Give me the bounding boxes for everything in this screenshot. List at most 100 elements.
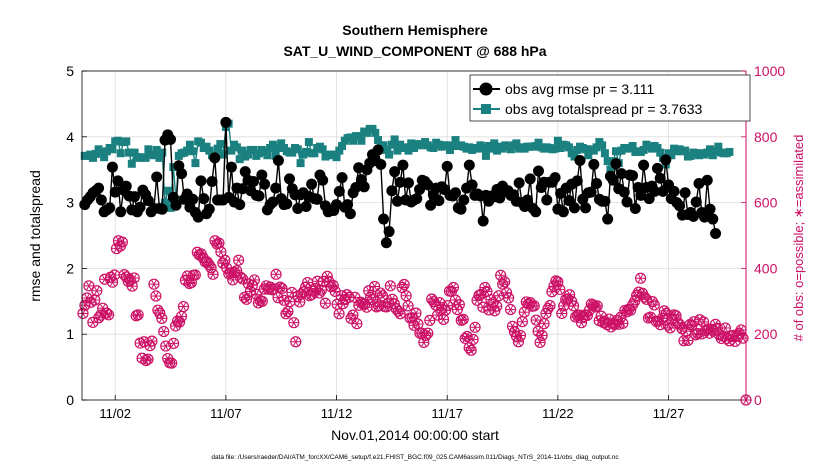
chart-subtitle: SAT_U_WIND_COMPONENT @ 688 hPa bbox=[283, 43, 546, 59]
rmse-marker bbox=[203, 203, 215, 215]
rmse-marker bbox=[602, 213, 614, 225]
obs-assimilated-marker bbox=[578, 318, 585, 327]
obs-possible-marker bbox=[256, 295, 268, 307]
obs-assimilated-marker bbox=[273, 270, 279, 279]
spread-marker bbox=[288, 148, 297, 157]
spread-marker bbox=[600, 149, 609, 158]
x-axis-label: Nov.01,2014 00:00:00 start bbox=[331, 427, 499, 443]
obs-possible-marker bbox=[270, 268, 282, 280]
obs-assimilated-marker bbox=[452, 295, 459, 305]
y-tick-label-right: 200 bbox=[754, 326, 778, 342]
obs-count-point bbox=[499, 276, 511, 288]
obs-assimilated-marker bbox=[163, 341, 169, 351]
obs-assimilated-marker bbox=[409, 313, 415, 322]
obs-assimilated-marker bbox=[547, 301, 553, 310]
obs-assimilated-marker bbox=[468, 346, 474, 355]
obs-possible-marker bbox=[205, 262, 217, 274]
rmse-marker bbox=[95, 194, 107, 206]
left-axis: 0 1 2 3 4 5 bbox=[66, 63, 87, 408]
obs-assimilated-marker bbox=[350, 310, 356, 320]
rmse-marker bbox=[679, 187, 691, 199]
obs-assimilated-marker bbox=[549, 287, 555, 296]
rmse-marker bbox=[292, 203, 304, 215]
rmse-marker bbox=[225, 161, 237, 173]
obs-possible-marker bbox=[629, 295, 641, 307]
spread-marker bbox=[277, 139, 286, 148]
spread-marker bbox=[296, 159, 305, 168]
obs-assimilated-marker bbox=[620, 319, 626, 328]
obs-count-point bbox=[453, 298, 465, 311]
obs-assimilated-marker bbox=[279, 284, 285, 293]
obs-possible-marker bbox=[158, 325, 170, 338]
obs-possible-marker bbox=[491, 300, 503, 312]
rmse-marker bbox=[195, 175, 207, 187]
rmse-marker bbox=[466, 179, 478, 191]
rmse-marker bbox=[115, 206, 127, 218]
obs-possible-marker bbox=[402, 300, 414, 312]
obs-possible-marker bbox=[207, 268, 219, 280]
spread-marker bbox=[274, 143, 283, 152]
obs-possible-marker bbox=[554, 283, 566, 296]
obs-assimilated-marker bbox=[628, 306, 634, 315]
rmse-marker bbox=[129, 191, 141, 203]
obs-possible-marker bbox=[441, 299, 454, 312]
obs-count-point bbox=[168, 337, 180, 350]
spread-marker bbox=[304, 138, 313, 147]
footer-file-path: data file: /Users/raeder/DAI/ATM_forcXX/… bbox=[211, 454, 619, 461]
spread-marker bbox=[592, 143, 601, 152]
obs-assimilated-marker bbox=[671, 310, 677, 319]
obs-count-point bbox=[544, 299, 556, 312]
obs-possible-marker bbox=[682, 334, 694, 347]
spread-marker bbox=[603, 157, 612, 166]
spread-marker bbox=[332, 153, 341, 162]
spread-marker bbox=[169, 163, 178, 172]
obs-count-point bbox=[398, 278, 410, 291]
rmse-marker bbox=[281, 198, 293, 210]
obs-assimilated-marker bbox=[391, 299, 397, 308]
obs-possible-marker bbox=[321, 270, 333, 282]
rmse-marker bbox=[109, 186, 121, 198]
obs-assimilated-marker bbox=[170, 339, 177, 348]
rmse-marker bbox=[513, 177, 525, 189]
obs-assimilated-marker bbox=[651, 300, 658, 310]
spread-marker bbox=[232, 143, 241, 152]
obs-possible-marker bbox=[327, 279, 339, 292]
obs-assimilated-marker bbox=[405, 301, 411, 311]
obs-assimilated-marker bbox=[517, 331, 524, 340]
obs-possible-marker bbox=[189, 269, 201, 281]
obs-count-point bbox=[617, 317, 629, 329]
obs-assimilated-marker bbox=[555, 277, 561, 287]
spread-marker bbox=[338, 142, 347, 151]
obs-possible-marker bbox=[422, 327, 434, 339]
obs-count-point bbox=[514, 329, 526, 342]
obs-count-point bbox=[384, 280, 396, 292]
obs-assimilated-marker bbox=[369, 295, 376, 304]
spread-marker bbox=[238, 146, 247, 155]
obs-count-point bbox=[83, 280, 95, 292]
y-tick-label-left: 5 bbox=[66, 63, 74, 79]
obs-assimilated-marker bbox=[415, 319, 421, 329]
rmse-marker bbox=[660, 154, 672, 166]
rmse-marker bbox=[236, 183, 248, 195]
obs-assimilated-marker bbox=[257, 296, 263, 305]
spread-marker bbox=[144, 145, 153, 154]
obs-possible-marker bbox=[376, 290, 389, 302]
spread-marker bbox=[349, 136, 358, 145]
obs-assimilated-marker bbox=[539, 331, 545, 340]
spread-marker bbox=[354, 132, 363, 141]
obs-assimilated-marker bbox=[606, 314, 612, 324]
obs-count-point bbox=[158, 325, 170, 338]
obs-possible-marker bbox=[453, 298, 465, 311]
rmse-marker bbox=[259, 178, 271, 190]
obs-possible-marker bbox=[595, 310, 607, 322]
legend-box bbox=[469, 74, 751, 122]
rmse-marker bbox=[524, 173, 536, 185]
obs-possible-marker bbox=[276, 282, 288, 295]
obs-assimilated-marker bbox=[470, 335, 476, 344]
obs-count-point bbox=[591, 300, 603, 312]
obs-assimilated-marker bbox=[135, 310, 141, 319]
spread-marker bbox=[158, 148, 167, 157]
obs-assimilated-marker bbox=[287, 297, 293, 306]
obs-assimilated-marker bbox=[364, 303, 370, 312]
